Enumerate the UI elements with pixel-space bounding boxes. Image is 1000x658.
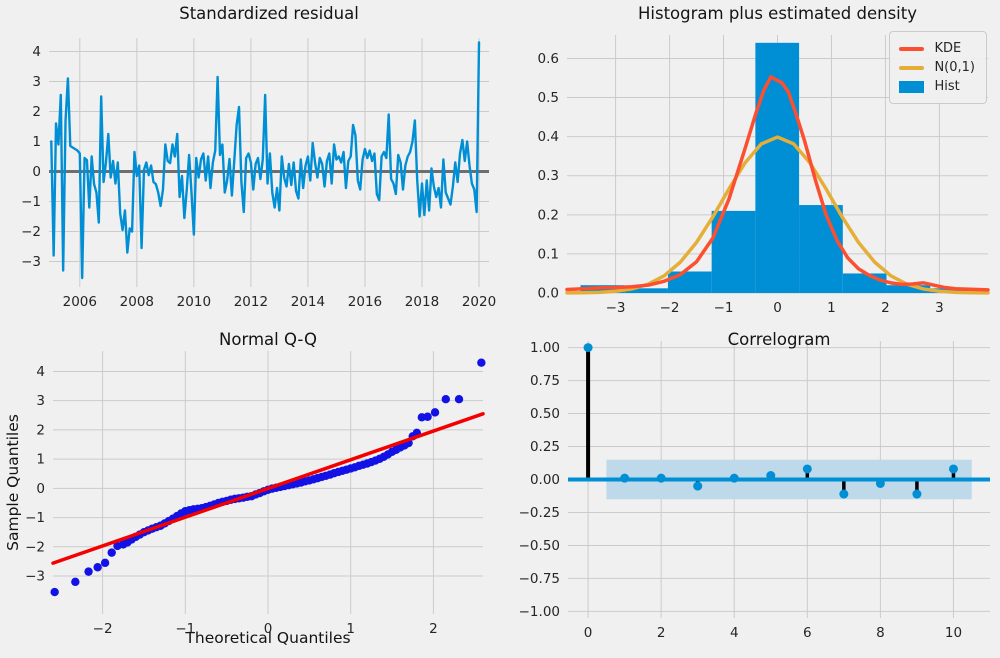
legend-label-normal: N(0,1)	[934, 60, 975, 75]
svg-text:10: 10	[945, 625, 962, 641]
svg-text:8: 8	[876, 625, 885, 641]
svg-text:1: 1	[827, 300, 836, 316]
svg-text:0: 0	[36, 481, 45, 497]
svg-text:−3: −3	[21, 254, 41, 270]
qq-xlabel: Theoretical Quantiles	[185, 629, 351, 647]
svg-text:2: 2	[657, 625, 666, 641]
legend-label-kde: KDE	[934, 41, 962, 56]
correlogram-subplot: Correlogram 0 2 4 6 8 10 −1.00 −0.75 −0.50 −0.25 0…	[500, 329, 1000, 658]
svg-text:0.2: 0.2	[538, 207, 559, 223]
svg-text:−1.00: −1.00	[519, 604, 560, 620]
svg-text:2018: 2018	[405, 294, 439, 310]
svg-text:−2: −2	[660, 300, 680, 316]
svg-text:2010: 2010	[177, 294, 211, 310]
svg-text:4: 4	[730, 625, 739, 641]
svg-text:−1: −1	[714, 300, 734, 316]
svg-text:0.6: 0.6	[538, 51, 559, 67]
svg-text:2: 2	[36, 422, 45, 438]
svg-text:4: 4	[36, 364, 45, 380]
svg-text:−1: −1	[21, 194, 41, 210]
svg-text:−2: −2	[93, 621, 113, 637]
svg-text:3: 3	[935, 300, 944, 316]
svg-text:−3: −3	[25, 569, 45, 585]
svg-text:−2: −2	[21, 224, 41, 240]
svg-text:0: 0	[264, 621, 273, 637]
svg-text:0: 0	[584, 625, 593, 641]
svg-text:2: 2	[32, 104, 41, 120]
svg-text:2006: 2006	[63, 294, 97, 310]
svg-text:1: 1	[32, 134, 41, 150]
svg-text:2016: 2016	[348, 294, 382, 310]
kde-line-swatch	[899, 46, 925, 51]
legend-item-hist: Hist	[899, 77, 975, 96]
legend-item-normal: N(0,1)	[899, 58, 975, 77]
qq-subplot: Normal Q-Q −2 −1 0 1 2 −3 −2 −1 0 1 2 3 4 Theoretica…	[0, 329, 500, 658]
svg-text:0.00: 0.00	[530, 472, 560, 488]
histogram-title: Histogram plus estimated density	[637, 4, 918, 23]
svg-text:3: 3	[32, 74, 41, 90]
histogram-legend: KDE N(0,1) Hist	[889, 31, 987, 104]
svg-text:2012: 2012	[234, 294, 268, 310]
legend-item-kde: KDE	[899, 39, 975, 58]
svg-text:6: 6	[803, 625, 812, 641]
svg-text:2020: 2020	[462, 294, 496, 310]
svg-text:4: 4	[32, 44, 41, 60]
residual-plot: 2006 2008 2010 2012 2014 2016 2018 2020 −3 −2 −1 0 1…	[21, 38, 496, 310]
svg-text:0.4: 0.4	[538, 129, 559, 145]
normal-line-swatch	[899, 65, 925, 70]
qq-ylabel: Sample Quantiles	[4, 414, 22, 551]
svg-text:0.3: 0.3	[538, 168, 559, 184]
qq-title: Normal Q-Q	[219, 330, 317, 349]
svg-text:−0.25: −0.25	[519, 505, 560, 521]
svg-text:−1: −1	[175, 621, 195, 637]
svg-text:3: 3	[36, 393, 45, 409]
svg-text:0.75: 0.75	[530, 373, 560, 389]
svg-text:0: 0	[773, 300, 782, 316]
svg-text:0.25: 0.25	[530, 439, 560, 455]
svg-text:2008: 2008	[120, 294, 154, 310]
histogram-subplot: Histogram plus estimated density −3 −2 −1 0…	[500, 0, 1000, 329]
svg-text:−3: −3	[606, 300, 626, 316]
svg-text:−0.50: −0.50	[519, 538, 560, 554]
residual-subplot: Standardized residual 2006 2008 2010 2012 20…	[0, 0, 500, 329]
svg-text:0: 0	[32, 164, 41, 180]
hist-patch-swatch	[899, 80, 925, 93]
svg-text:−0.75: −0.75	[519, 571, 560, 587]
svg-text:1: 1	[36, 452, 45, 468]
svg-text:0.5: 0.5	[538, 90, 559, 106]
svg-text:−2: −2	[25, 539, 45, 555]
svg-text:2: 2	[429, 621, 438, 637]
histogram-plot: −3 −2 −1 0 1 2 3 0.0 0.1 0.2 0.3 0.4 0.5 0.6	[538, 35, 990, 316]
correlogram-title: Correlogram	[727, 330, 831, 349]
legend-label-hist: Hist	[934, 79, 960, 94]
svg-text:2014: 2014	[291, 294, 325, 310]
svg-text:2: 2	[881, 300, 890, 316]
residual-title: Standardized residual	[179, 4, 359, 23]
correlogram-plot: 0 2 4 6 8 10 −1.00 −0.75 −0.50 −0.25 0.00 0.25 0.50 0…	[519, 340, 990, 641]
svg-text:1: 1	[346, 621, 355, 637]
svg-text:−1: −1	[25, 510, 45, 526]
svg-text:0.1: 0.1	[538, 246, 559, 262]
svg-text:0.50: 0.50	[530, 406, 560, 422]
qq-plot: −2 −1 0 1 2 −3 −2 −1 0 1 2 3 4	[25, 351, 486, 637]
svg-text:1.00: 1.00	[530, 340, 560, 356]
svg-text:0.0: 0.0	[538, 286, 559, 302]
